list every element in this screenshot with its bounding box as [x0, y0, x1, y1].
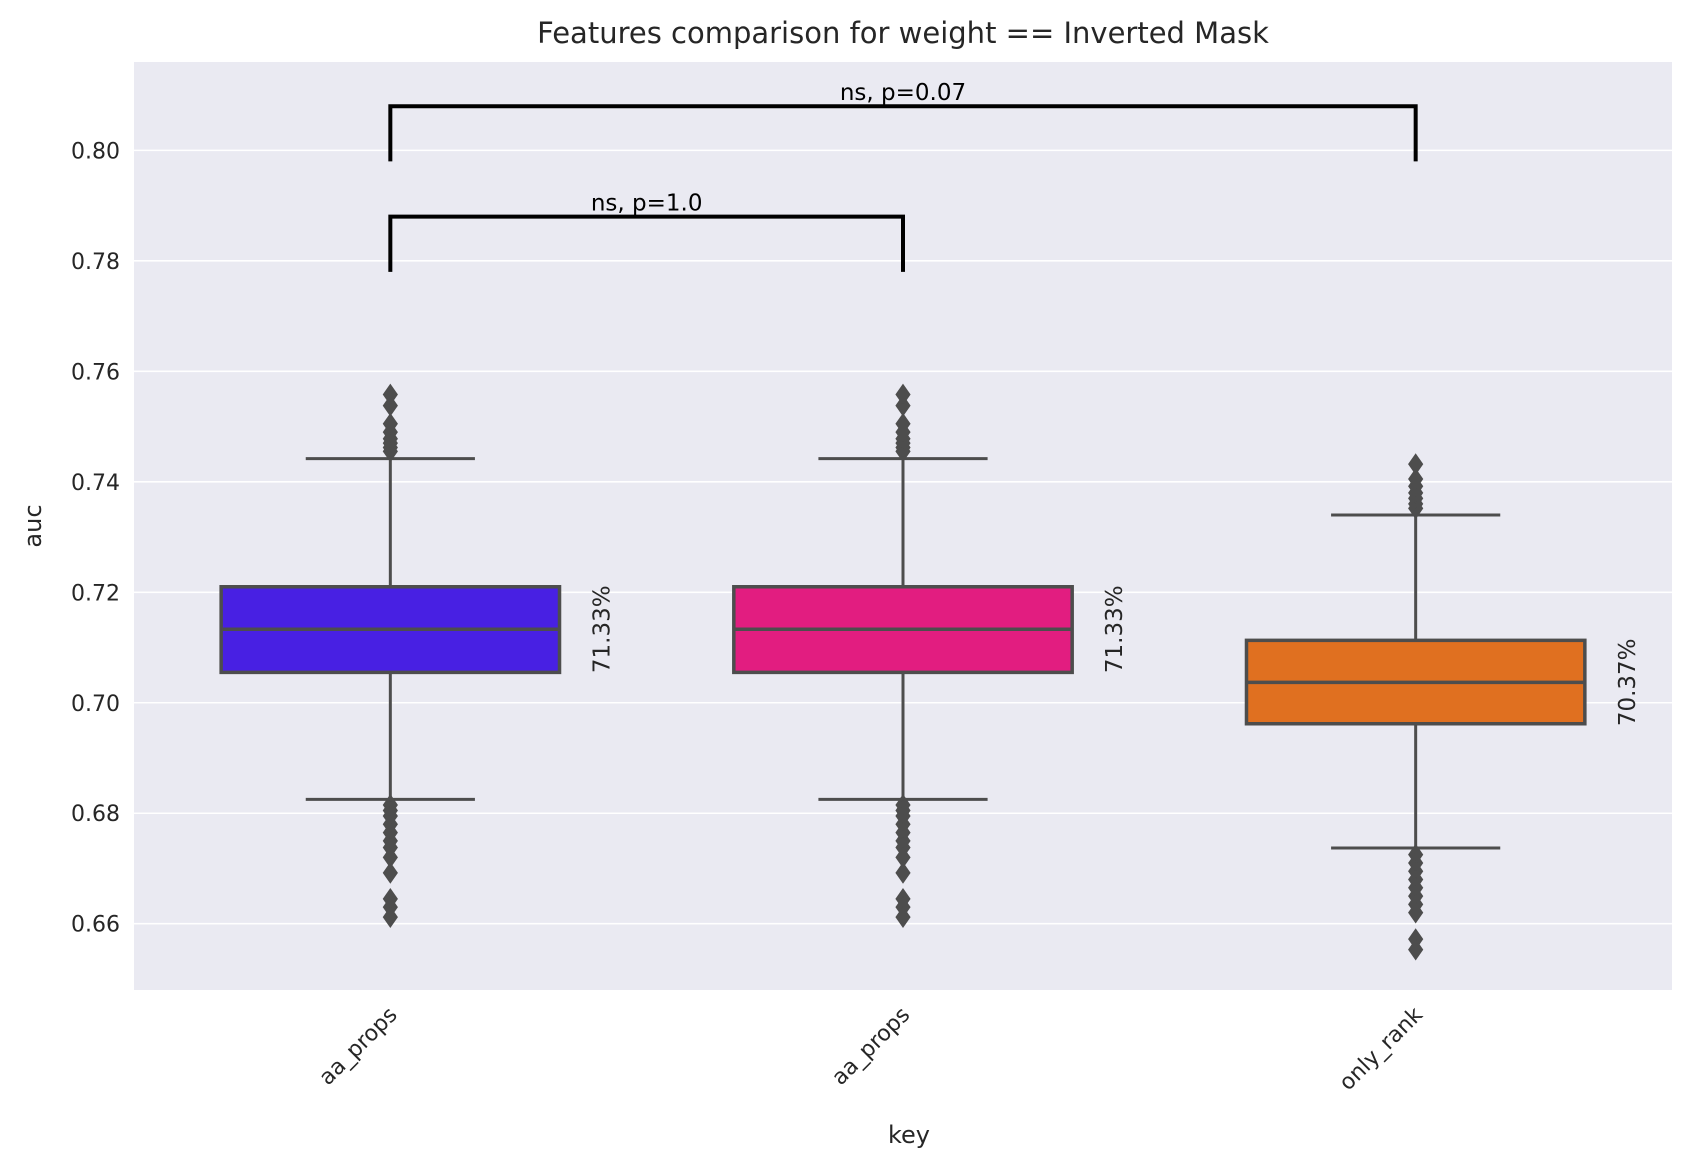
significance-label: ns, p=0.07 — [840, 80, 966, 106]
y-tick-label: 0.76 — [71, 360, 120, 385]
x-axis-categories: aa_props aa_props only_rank — [315, 1002, 1428, 1095]
y-axis-ticks: 0.66 0.68 0.70 0.72 0.74 0.76 0.78 0.80 — [71, 139, 120, 937]
y-tick-label: 0.66 — [71, 913, 120, 938]
outlier-point — [1408, 453, 1424, 476]
outlier-point — [895, 906, 911, 928]
y-tick-label: 0.74 — [71, 471, 120, 496]
outlier-point — [1408, 938, 1424, 961]
percent-annotation: 71.33% — [1102, 585, 1128, 673]
boxes-layer: 71.33% 71.33% 70.37% — [219, 383, 1641, 961]
percent-annotation: 71.33% — [590, 585, 616, 673]
x-category-label: aa_props — [315, 1003, 403, 1091]
y-tick-label: 0.78 — [71, 250, 120, 275]
x-category-label: only_rank — [1335, 1002, 1428, 1095]
significance-bracket: ns, p=0.07 — [388, 80, 1418, 162]
outlier-point — [1408, 468, 1424, 490]
bracket-line — [388, 214, 905, 272]
box-group: 70.37% — [1244, 453, 1641, 961]
outlier-point — [895, 394, 911, 417]
outlier-point — [382, 412, 398, 435]
bracket-line — [388, 104, 1418, 162]
outlier-point — [382, 906, 398, 928]
significance-label: ns, p=1.0 — [591, 191, 703, 217]
outlier-point — [382, 383, 398, 406]
y-tick-label: 0.80 — [71, 139, 120, 164]
x-axis-label: key — [888, 1121, 930, 1149]
chart-title: Features comparison for weight == Invert… — [537, 16, 1269, 50]
box-group: 71.33% — [219, 383, 616, 928]
percent-annotation: 70.37% — [1615, 638, 1641, 726]
y-tick-label: 0.72 — [71, 581, 120, 606]
x-category-label: aa_props — [827, 1003, 915, 1091]
outlier-point — [895, 412, 911, 435]
box-group: 71.33% — [732, 383, 1128, 928]
outlier-point — [382, 862, 398, 884]
outlier-point — [382, 394, 398, 417]
significance-brackets: ns, p=1.0 ns, p=0.07 — [388, 80, 1418, 272]
outlier-point — [1408, 901, 1424, 924]
y-axis-label: auc — [19, 504, 47, 547]
y-tick-label: 0.68 — [71, 802, 120, 827]
y-tick-label: 0.70 — [71, 692, 120, 717]
outlier-point — [895, 862, 911, 884]
outlier-point — [895, 383, 911, 406]
significance-bracket: ns, p=1.0 — [388, 191, 905, 272]
